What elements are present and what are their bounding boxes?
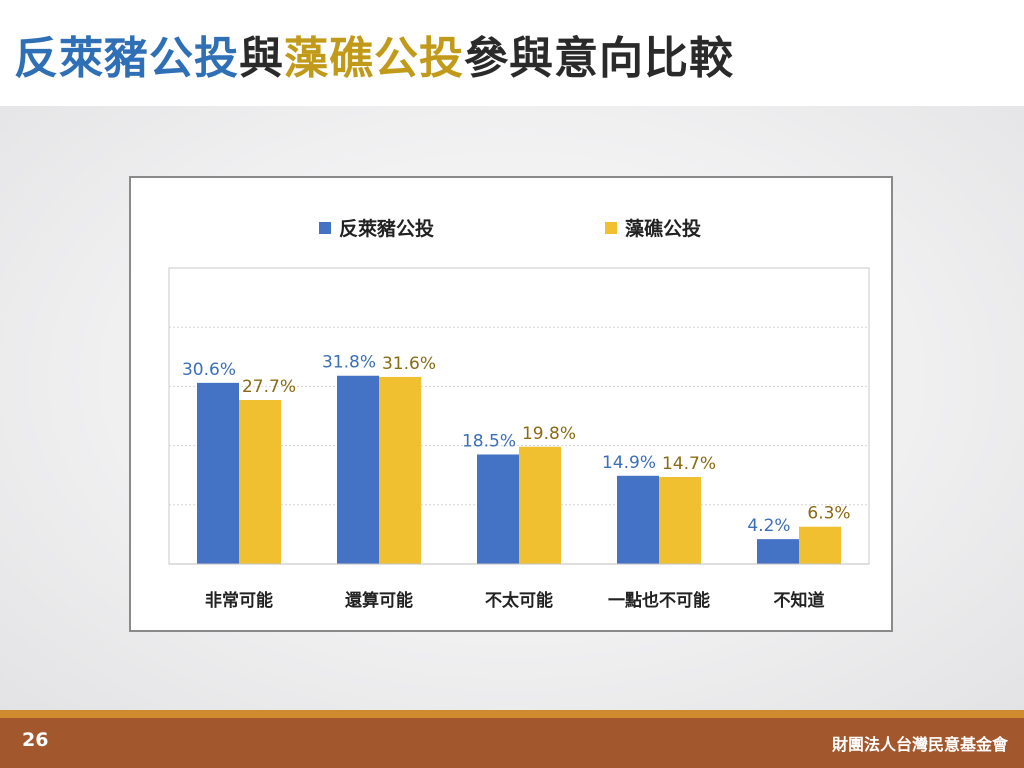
legend-label: 反萊豬公投 <box>339 217 434 240</box>
data-label: 31.8% <box>322 353 376 373</box>
page-title: 反萊豬公投與藻礁公投參與意向比較 <box>14 22 734 86</box>
org-name: 財團法人台灣民意基金會 <box>831 735 1008 754</box>
data-label: 31.6% <box>382 354 436 374</box>
title-part-compare: 參與意向比較 <box>464 33 734 84</box>
bar-reef <box>659 476 701 564</box>
data-label: 19.8% <box>522 424 576 444</box>
page-number: 26 <box>22 729 49 751</box>
legend-label: 藻礁公投 <box>625 217 701 240</box>
bar-reef <box>239 400 281 564</box>
title-part-pork: 反萊豬公投 <box>14 33 239 84</box>
category-label: 不知道 <box>774 590 825 611</box>
bar-pork <box>197 382 239 564</box>
chart-frame: 30.6% 27.7% 非常可能 31.8% 31.6% 還算可能 18.5% 19.8% 不太… <box>129 176 893 632</box>
footer-band <box>0 710 1024 768</box>
bar-pork <box>337 375 379 564</box>
data-label: 30.6% <box>182 360 236 380</box>
bar-chart: 30.6% 27.7% 非常可能 31.8% 31.6% 還算可能 18.5% 19.8% 不太… <box>168 217 870 611</box>
bar-pork <box>477 454 519 564</box>
data-label: 18.5% <box>462 431 516 451</box>
title-part-and: 與 <box>239 33 284 84</box>
data-label: 4.2% <box>747 516 790 536</box>
data-label: 14.7% <box>662 454 716 474</box>
legend-swatch <box>319 222 331 234</box>
legend-swatch <box>605 222 617 234</box>
category-label: 還算可能 <box>345 590 413 611</box>
bar-pork <box>757 539 799 564</box>
bar-reef <box>799 526 841 564</box>
title-part-reef: 藻礁公投 <box>284 33 464 84</box>
title-bar: 反萊豬公投與藻礁公投參與意向比較 <box>0 0 1024 106</box>
data-label: 14.9% <box>602 453 656 473</box>
category-label: 一點也不可能 <box>608 590 710 611</box>
data-label: 6.3% <box>807 504 850 524</box>
bar-reef <box>519 446 561 564</box>
category-label: 非常可能 <box>205 590 273 611</box>
bar-reef <box>379 376 421 564</box>
data-label: 27.7% <box>242 377 296 397</box>
bar-pork <box>617 475 659 564</box>
category-label: 不太可能 <box>485 590 553 611</box>
